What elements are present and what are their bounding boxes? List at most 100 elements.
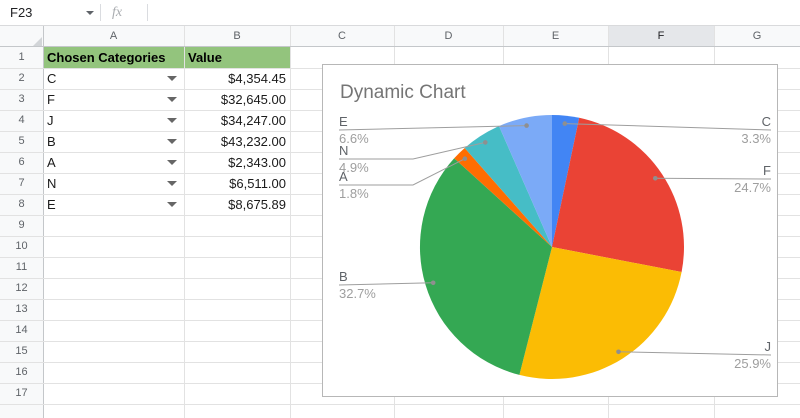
formula-bar: F23 fx bbox=[0, 0, 800, 26]
pie-slice-N[interactable] bbox=[464, 126, 552, 247]
column-header-B[interactable]: B bbox=[184, 26, 290, 47]
name-box[interactable]: F23 bbox=[10, 5, 33, 20]
callout-category-C: C bbox=[762, 114, 771, 129]
cell-B3[interactable]: $32,645.00 bbox=[220, 92, 286, 107]
row-header-14[interactable]: 14 bbox=[15, 324, 28, 336]
name-box-caret-icon[interactable] bbox=[86, 11, 94, 15]
row-header-7[interactable]: 7 bbox=[18, 177, 25, 189]
cell-B5[interactable]: $43,232.00 bbox=[220, 134, 286, 149]
pie-slice-A[interactable] bbox=[454, 148, 552, 247]
callout-percent-C: 3.3% bbox=[741, 131, 771, 146]
dropdown-caret-icon[interactable] bbox=[167, 139, 177, 144]
cell-A8[interactable]: E bbox=[47, 197, 56, 212]
gridline bbox=[43, 26, 44, 418]
callout-category-F: F bbox=[763, 163, 771, 178]
row-header-8[interactable]: 8 bbox=[18, 198, 25, 210]
gridline bbox=[290, 26, 291, 418]
gridline bbox=[184, 26, 185, 418]
callout-dot-B bbox=[430, 280, 436, 286]
callout-percent-B: 32.7% bbox=[339, 286, 376, 301]
row-header-6[interactable]: 6 bbox=[18, 156, 25, 168]
callout-line-J bbox=[618, 351, 772, 356]
callout-percent-F: 24.7% bbox=[734, 180, 771, 195]
gridline bbox=[0, 46, 800, 47]
callout-line-N bbox=[339, 141, 486, 160]
pie-chart: C 3.3% F 24.7% J 25.9% B 32.7% A 1.8% N 4.9% E 6.6% bbox=[338, 114, 772, 379]
cell-A6[interactable]: A bbox=[47, 155, 56, 170]
callout-percent-J: 25.9% bbox=[734, 356, 771, 371]
cell-A7[interactable]: N bbox=[47, 176, 57, 191]
cell-A1[interactable]: Chosen Categories bbox=[43, 47, 184, 68]
pie-slice-E[interactable] bbox=[499, 115, 552, 247]
callout-category-B: B bbox=[339, 269, 348, 284]
cell-B6[interactable]: $2,343.00 bbox=[228, 155, 286, 170]
fx-icon: fx bbox=[112, 5, 123, 20]
select-all-triangle-icon bbox=[33, 37, 42, 46]
column-header-C[interactable]: C bbox=[290, 26, 394, 47]
pie-slice-J[interactable] bbox=[519, 247, 682, 379]
callout-dot-C bbox=[562, 121, 568, 126]
cell-A2[interactable]: C bbox=[47, 71, 57, 86]
column-header-A[interactable]: A bbox=[43, 26, 184, 47]
dropdown-caret-icon[interactable] bbox=[167, 202, 177, 207]
row-header-16[interactable]: 16 bbox=[15, 366, 28, 378]
callout-dot-N bbox=[483, 140, 488, 145]
dropdown-caret-icon[interactable] bbox=[167, 76, 177, 81]
callout-category-E: E bbox=[339, 114, 348, 129]
chart-title: Dynamic Chart bbox=[340, 82, 466, 103]
dropdown-caret-icon[interactable] bbox=[167, 160, 177, 165]
pie-slice-B[interactable] bbox=[419, 158, 552, 375]
pie-slice-C[interactable] bbox=[552, 114, 580, 247]
callout-percent-E: 6.6% bbox=[339, 131, 369, 146]
row-header-13[interactable]: 13 bbox=[15, 303, 28, 315]
gridline bbox=[0, 404, 800, 405]
callout-percent-A: 1.8% bbox=[339, 186, 369, 201]
cell-B1[interactable]: Value bbox=[184, 47, 290, 68]
cell-B8[interactable]: $8,675.89 bbox=[228, 197, 286, 212]
cell-B4[interactable]: $34,247.00 bbox=[220, 113, 286, 128]
row-header-15[interactable]: 15 bbox=[15, 345, 28, 357]
column-header-F[interactable]: F bbox=[608, 26, 714, 47]
callout-category-N: N bbox=[339, 143, 348, 158]
callout-category-J: J bbox=[765, 339, 772, 354]
callout-dot-A bbox=[462, 156, 468, 161]
row-header-3[interactable]: 3 bbox=[18, 93, 25, 105]
toolbar-divider bbox=[100, 4, 101, 21]
cell-B7[interactable]: $6,511.00 bbox=[229, 176, 286, 191]
callout-dot-E bbox=[524, 123, 529, 128]
cell-A5[interactable]: B bbox=[47, 134, 56, 149]
callout-dot-F bbox=[653, 176, 658, 181]
column-header-G[interactable]: G bbox=[714, 26, 800, 47]
pie-slice-F[interactable] bbox=[552, 117, 684, 272]
callout-line-F bbox=[655, 177, 772, 180]
callout-line-C bbox=[564, 123, 772, 131]
column-header-D[interactable]: D bbox=[394, 26, 503, 47]
callout-percent-N: 4.9% bbox=[339, 160, 369, 175]
row-header-5[interactable]: 5 bbox=[18, 135, 25, 147]
callout-line-E bbox=[338, 125, 527, 131]
toolbar-divider bbox=[147, 4, 148, 21]
row-header-2[interactable]: 2 bbox=[18, 72, 25, 84]
row-header-17[interactable]: 17 bbox=[15, 387, 28, 399]
cell-A4[interactable]: J bbox=[47, 113, 54, 128]
callout-line-A bbox=[339, 158, 466, 186]
cell-A3[interactable]: F bbox=[47, 92, 55, 107]
dropdown-caret-icon[interactable] bbox=[167, 118, 177, 123]
dropdown-caret-icon[interactable] bbox=[167, 97, 177, 102]
column-header-E[interactable]: E bbox=[503, 26, 608, 47]
row-header-4[interactable]: 4 bbox=[18, 114, 25, 126]
callout-dot-J bbox=[616, 349, 621, 355]
row-header-10[interactable]: 10 bbox=[15, 240, 28, 252]
row-header-1[interactable]: 1 bbox=[18, 51, 25, 63]
row-header-12[interactable]: 12 bbox=[15, 282, 28, 294]
callout-category-A: A bbox=[339, 169, 348, 184]
row-header-9[interactable]: 9 bbox=[18, 219, 25, 231]
select-all-corner[interactable] bbox=[0, 26, 43, 47]
row-header-11[interactable]: 11 bbox=[15, 261, 28, 273]
callout-line-B bbox=[338, 282, 434, 286]
chart-container[interactable]: Dynamic Chart C 3.3% F 24.7% J 25.9% B 32.7% A 1.… bbox=[322, 64, 778, 397]
cell-B2[interactable]: $4,354.45 bbox=[228, 71, 286, 86]
dropdown-caret-icon[interactable] bbox=[167, 181, 177, 186]
row-gutter bbox=[0, 47, 43, 418]
